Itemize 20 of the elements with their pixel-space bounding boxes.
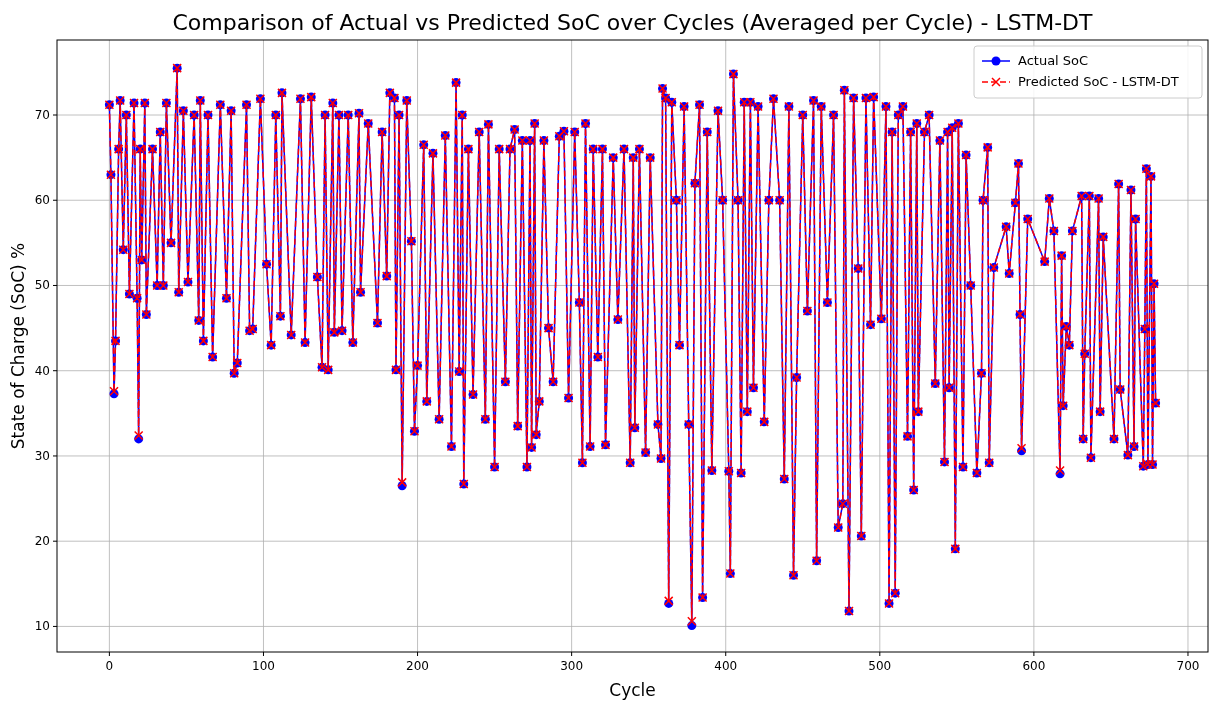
x-tick-label: 400 [714,659,738,673]
x-tick-label: 600 [1022,659,1046,673]
y-tick-label: 60 [34,193,50,208]
x-tick-label: 0 [105,659,114,673]
x-tick-label: 500 [868,659,892,673]
x-tick-label: 200 [406,659,430,673]
y-tick-label: 10 [34,619,50,634]
x-tick-label: 100 [252,659,275,673]
y-tick-label: 70 [34,108,50,123]
legend-label: Actual SoC [1018,53,1089,68]
x-tick-label: 300 [560,659,584,673]
chart-title: Comparison of Actual vs Predicted SoC over Cycles (Averaged per Cycle) - LSTM-DT [172,10,1094,35]
y-tick-label: 30 [34,448,50,463]
x-axis-title: Cycle [609,680,656,700]
x-tick-label: 700 [1176,659,1200,673]
y-tick-label: 20 [34,534,50,549]
y-tick-label: 50 [34,278,50,293]
legend-label: Predicted SoC - LSTM-DT [1018,74,1179,89]
y-axis-title: State of Charge (SoC) % [8,242,28,450]
y-tick-label: 40 [34,363,50,378]
